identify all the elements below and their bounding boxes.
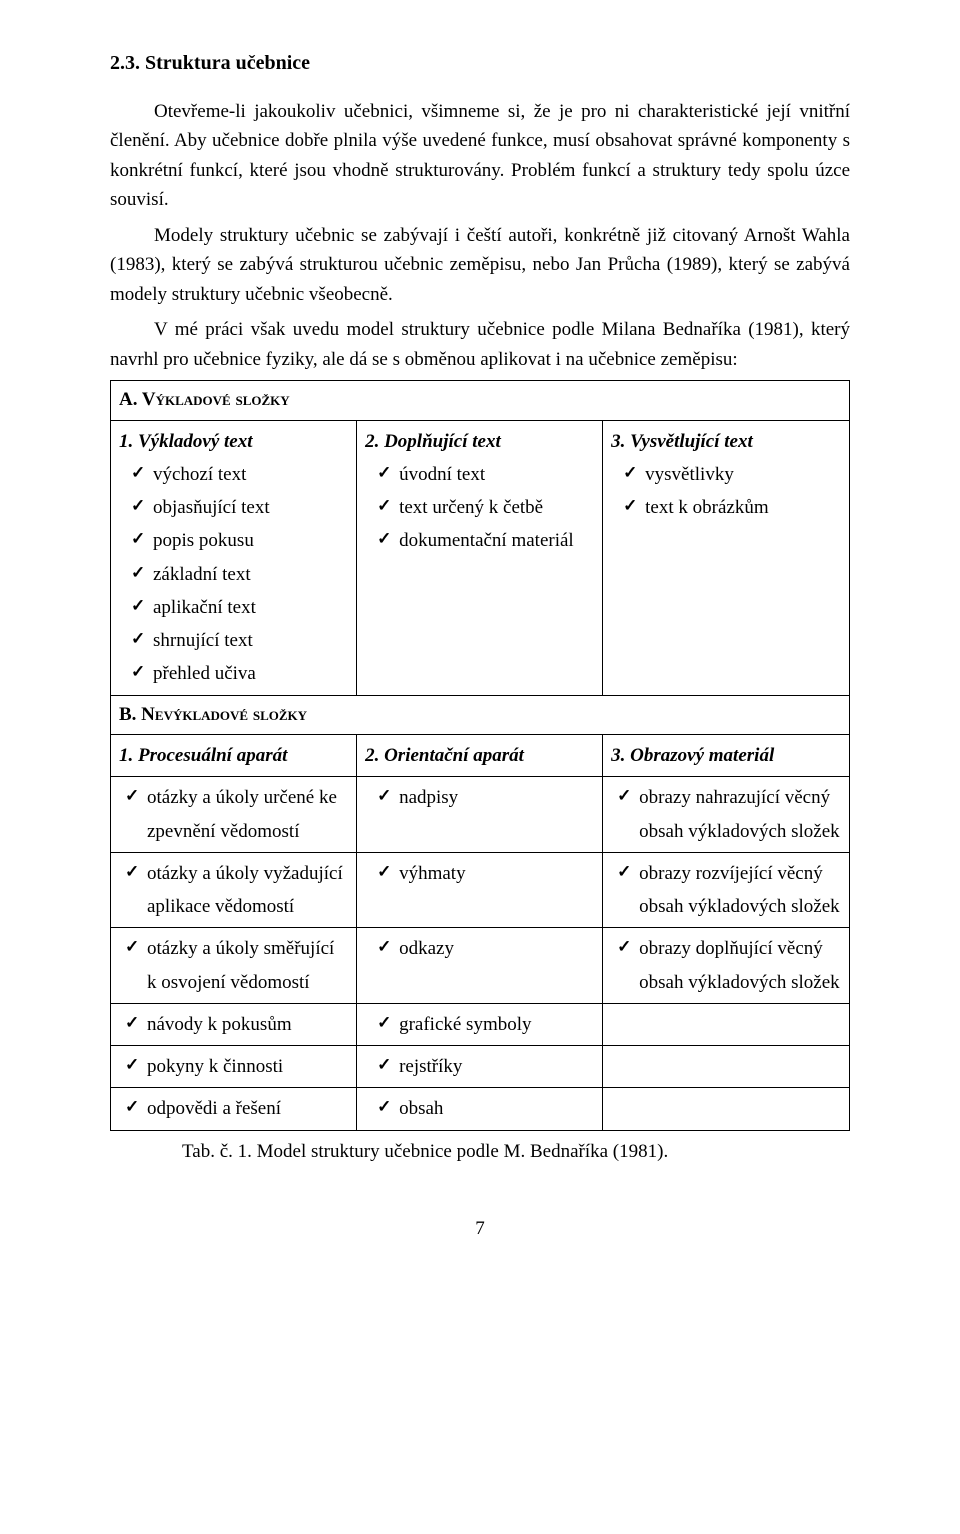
list-item: návody k pokusům (119, 1008, 348, 1041)
section-a-label-part2: ýkladové složky (156, 389, 290, 410)
list-item: nadpisy (365, 781, 594, 814)
table-row: odpovědi a řešení obsah (111, 1088, 850, 1130)
list-item: výhmaty (365, 857, 594, 890)
list-item: dokumentační materiál (365, 524, 594, 557)
col-b3-head: 3. Obrazový materiál (603, 735, 850, 777)
col-b2-head: 2. Orientační aparát (357, 735, 603, 777)
section-a-label-part1: A. V (119, 389, 156, 410)
page-number: 7 (110, 1214, 850, 1243)
list-item: přehled učiva (119, 657, 348, 690)
table-section-a: A. Výkladové složky (111, 380, 850, 420)
paragraph-2: Modely struktury učebnic se zabývají i č… (110, 221, 850, 309)
list-item: otázky a úkoly vyžadující aplikace vědom… (119, 857, 348, 924)
list-item: rejstříky (365, 1050, 594, 1083)
list-item: základní text (119, 558, 348, 591)
list-item: obrazy rozvíjející věcný obsah výkladový… (611, 857, 841, 924)
section-heading: 2.3. Struktura učebnice (110, 48, 850, 79)
list-a2: úvodní text text určený k četbě dokument… (365, 458, 594, 558)
list-item: obrazy doplňující věcný obsah výkladovýc… (611, 932, 841, 999)
list-item: otázky a úkoly určené ke zpevnění vědomo… (119, 781, 348, 848)
list-item: text k obrázkům (611, 491, 841, 524)
paragraph-1: Otevřeme-li jakoukoliv učebnici, všimnem… (110, 97, 850, 215)
list-item: obsah (365, 1092, 594, 1125)
list-item: úvodní text (365, 458, 594, 491)
list-item: odkazy (365, 932, 594, 965)
table-row: otázky a úkoly směřující k osvojení vědo… (111, 928, 850, 1004)
list-item: objasňující text (119, 491, 348, 524)
table-section-b: B. Nevýkladové složky (111, 695, 850, 735)
list-item: obrazy nahrazující věcný obsah výkladový… (611, 781, 841, 848)
list-item: pokyny k činnosti (119, 1050, 348, 1083)
table-row: návody k pokusům grafické symboly (111, 1003, 850, 1045)
list-item: vysvětlivky (611, 458, 841, 491)
list-item: shrnující text (119, 624, 348, 657)
list-a3: vysvětlivky text k obrázkům (611, 458, 841, 525)
list-item: výchozí text (119, 458, 348, 491)
list-item: odpovědi a řešení (119, 1092, 348, 1125)
list-item: otázky a úkoly směřující k osvojení vědo… (119, 932, 348, 999)
table-row: otázky a úkoly vyžadující aplikace vědom… (111, 852, 850, 928)
list-item: aplikační text (119, 591, 348, 624)
table-row-b-heads: 1. Procesuální aparát 2. Orientační apar… (111, 735, 850, 777)
col-b1-head: 1. Procesuální aparát (111, 735, 357, 777)
list-item: popis pokusu (119, 524, 348, 557)
table-row: pokyny k činnosti rejstříky (111, 1046, 850, 1088)
list-a1: výchozí text objasňující text popis poku… (119, 458, 348, 691)
table-row-a: 1. Výkladový text výchozí text objasňují… (111, 420, 850, 695)
table-row: otázky a úkoly určené ke zpevnění vědomo… (111, 777, 850, 853)
col-a3-head: 3. Vysvětlující text (611, 425, 841, 458)
table-caption: Tab. č. 1. Model struktury učebnice podl… (110, 1137, 850, 1166)
col-a1-head: 1. Výkladový text (119, 425, 348, 458)
list-item: grafické symboly (365, 1008, 594, 1041)
paragraph-3: V mé práci však uvedu model struktury uč… (110, 315, 850, 374)
col-a2-head: 2. Doplňující text (365, 425, 594, 458)
section-b-label-part1: B. N (119, 704, 155, 725)
section-b-label-part2: evýkladové složky (155, 704, 307, 725)
list-item: text určený k četbě (365, 491, 594, 524)
structure-table: A. Výkladové složky 1. Výkladový text vý… (110, 380, 850, 1131)
